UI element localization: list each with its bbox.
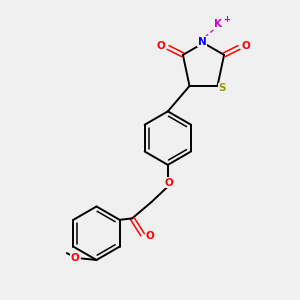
Text: K: K	[214, 19, 222, 29]
Text: S: S	[218, 83, 226, 93]
Text: O: O	[165, 178, 174, 188]
Text: O: O	[242, 41, 250, 51]
Text: O: O	[71, 253, 80, 263]
Text: O: O	[157, 41, 166, 51]
Text: N: N	[198, 37, 206, 46]
Text: +: +	[223, 15, 230, 24]
Text: O: O	[146, 231, 154, 241]
